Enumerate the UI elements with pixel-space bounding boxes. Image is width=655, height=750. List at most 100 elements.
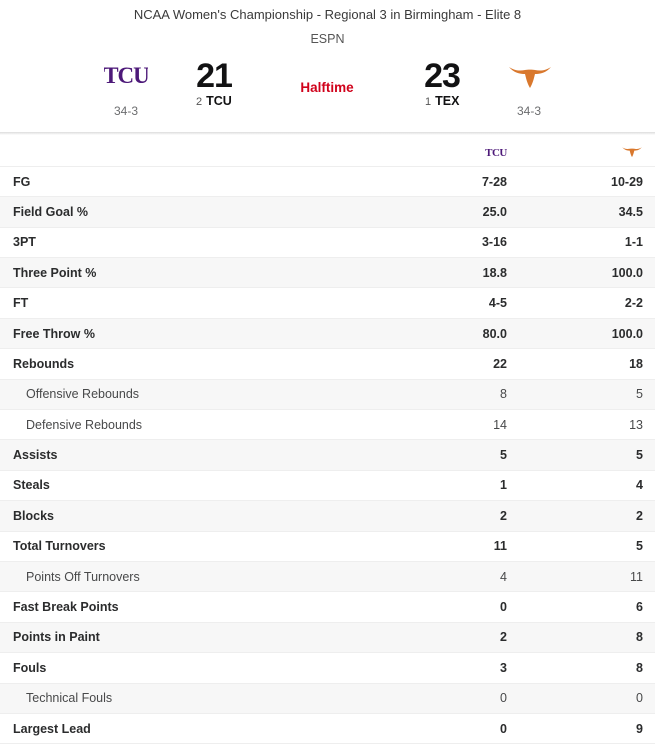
home-seed: 1 <box>425 96 432 108</box>
stat-label: Total Turnovers <box>0 531 400 562</box>
stat-home-value: 9 <box>507 713 655 745</box>
stat-home-value: 6 <box>507 591 655 623</box>
stat-row: Assists 5 5 <box>0 439 655 471</box>
stats-header-label <box>0 136 400 167</box>
game-header: NCAA Women's Championship - Regional 3 i… <box>0 0 655 132</box>
stat-away-value: 4 <box>400 561 507 593</box>
stat-row: FG 7-28 10-29 <box>0 166 655 198</box>
stat-away-value: 4-5 <box>400 287 507 319</box>
stat-home-value: 1-1 <box>507 227 655 259</box>
stat-label: Largest Lead <box>0 713 400 745</box>
stat-label: Rebounds <box>0 348 400 380</box>
stat-away-value: 5 <box>400 439 507 471</box>
stat-row: Fast Break Points 0 6 <box>0 591 655 623</box>
stat-home-value: 8 <box>507 622 655 654</box>
stat-label: FG <box>0 166 400 198</box>
stats-header-row: TCU <box>0 136 655 167</box>
stat-row: Offensive Rebounds 8 5 <box>0 379 655 411</box>
stat-away-value: 18.8 <box>400 257 507 289</box>
stat-row: Rebounds 22 18 <box>0 348 655 380</box>
stat-home-value: 0 <box>507 683 655 714</box>
tcu-mini-logo-icon: TCU <box>400 136 507 167</box>
stat-label: Fouls <box>0 652 400 684</box>
stat-row: Steals 1 4 <box>0 470 655 502</box>
stat-label: Offensive Rebounds <box>0 379 400 411</box>
away-record: 34-3 <box>113 104 139 118</box>
stat-home-value: 4 <box>507 470 655 502</box>
stat-row: 3PT 3-16 1-1 <box>0 227 655 259</box>
stat-row: Largest Lead 0 9 <box>0 713 655 745</box>
stat-row: FT 4-5 2-2 <box>0 287 655 319</box>
stat-label: Free Throw % <box>0 318 400 350</box>
stat-home-value: 18 <box>507 348 655 380</box>
stat-away-value: 3-16 <box>400 227 507 259</box>
stat-label: Three Point % <box>0 257 400 289</box>
stat-home-value: 10-29 <box>507 166 655 198</box>
stat-label: Assists <box>0 439 400 471</box>
svg-text:TCU: TCU <box>485 147 507 158</box>
header-divider <box>0 132 655 135</box>
game-status: Halftime <box>300 80 354 95</box>
longhorn-logo-icon[interactable] <box>508 64 552 95</box>
team-stats-table: TCU FG 7-28 10-29 Field Goal % 25.0 34.5 3PT 3-… <box>0 136 655 745</box>
stat-label: Steals <box>0 470 400 502</box>
home-abbr: TEX <box>435 94 460 108</box>
away-score: 21 <box>196 57 233 95</box>
stat-label: Points in Paint <box>0 622 400 654</box>
stat-away-value: 8 <box>400 379 507 411</box>
stat-row: Defensive Rebounds 14 13 <box>0 409 655 441</box>
stat-away-value: 80.0 <box>400 318 507 350</box>
stat-label: Defensive Rebounds <box>0 409 400 441</box>
stat-home-value: 5 <box>507 439 655 471</box>
stat-away-value: 0 <box>400 713 507 745</box>
stat-away-value: 0 <box>400 591 507 623</box>
stat-away-value: 14 <box>400 409 507 441</box>
stat-label: FT <box>0 287 400 319</box>
event-title: NCAA Women's Championship - Regional 3 i… <box>133 7 522 22</box>
stat-label: Technical Fouls <box>0 683 400 714</box>
stat-home-value: 2-2 <box>507 287 655 319</box>
stat-row: Total Turnovers 11 5 <box>0 531 655 562</box>
stat-row: Fouls 3 8 <box>0 652 655 684</box>
stat-home-value: 5 <box>507 531 655 562</box>
stat-row: Field Goal % 25.0 34.5 <box>0 196 655 228</box>
stat-row: Technical Fouls 0 0 <box>0 683 655 714</box>
stat-away-value: 2 <box>400 622 507 654</box>
stat-home-value: 13 <box>507 409 655 441</box>
stat-away-value: 2 <box>400 500 507 532</box>
home-team-line[interactable]: 1 TEX <box>425 94 459 108</box>
stat-home-value: 11 <box>507 561 655 593</box>
stat-away-value: 1 <box>400 470 507 502</box>
stat-label: 3PT <box>0 227 400 259</box>
stat-home-value: 2 <box>507 500 655 532</box>
longhorn-mini-logo-icon <box>507 136 655 167</box>
stat-away-value: 0 <box>400 683 507 714</box>
stat-home-value: 8 <box>507 652 655 684</box>
stat-home-value: 5 <box>507 379 655 411</box>
stat-row: Free Throw % 80.0 100.0 <box>0 318 655 350</box>
away-seed: 2 <box>196 96 203 108</box>
stat-away-value: 3 <box>400 652 507 684</box>
stat-home-value: 34.5 <box>507 196 655 228</box>
away-team-line[interactable]: 2 TCU <box>196 94 232 108</box>
stat-label: Fast Break Points <box>0 591 400 623</box>
stat-away-value: 7-28 <box>400 166 507 198</box>
stat-label: Field Goal % <box>0 196 400 228</box>
away-abbr: TCU <box>206 94 232 108</box>
home-score: 23 <box>424 57 461 95</box>
stat-away-value: 22 <box>400 348 507 380</box>
stat-home-value: 100.0 <box>507 318 655 350</box>
tcu-logo-icon[interactable]: TCU <box>103 62 151 93</box>
stat-row: Points Off Turnovers 4 11 <box>0 561 655 593</box>
stat-away-value: 25.0 <box>400 196 507 228</box>
stat-home-value: 100.0 <box>507 257 655 289</box>
stat-row: Three Point % 18.8 100.0 <box>0 257 655 289</box>
stat-away-value: 11 <box>400 531 507 562</box>
stat-label: Points Off Turnovers <box>0 561 400 593</box>
network-label: ESPN <box>310 32 345 46</box>
stat-row: Blocks 2 2 <box>0 500 655 532</box>
stat-row: Points in Paint 2 8 <box>0 622 655 654</box>
home-record: 34-3 <box>516 104 542 118</box>
svg-text:TCU: TCU <box>104 63 148 88</box>
stat-label: Blocks <box>0 500 400 532</box>
